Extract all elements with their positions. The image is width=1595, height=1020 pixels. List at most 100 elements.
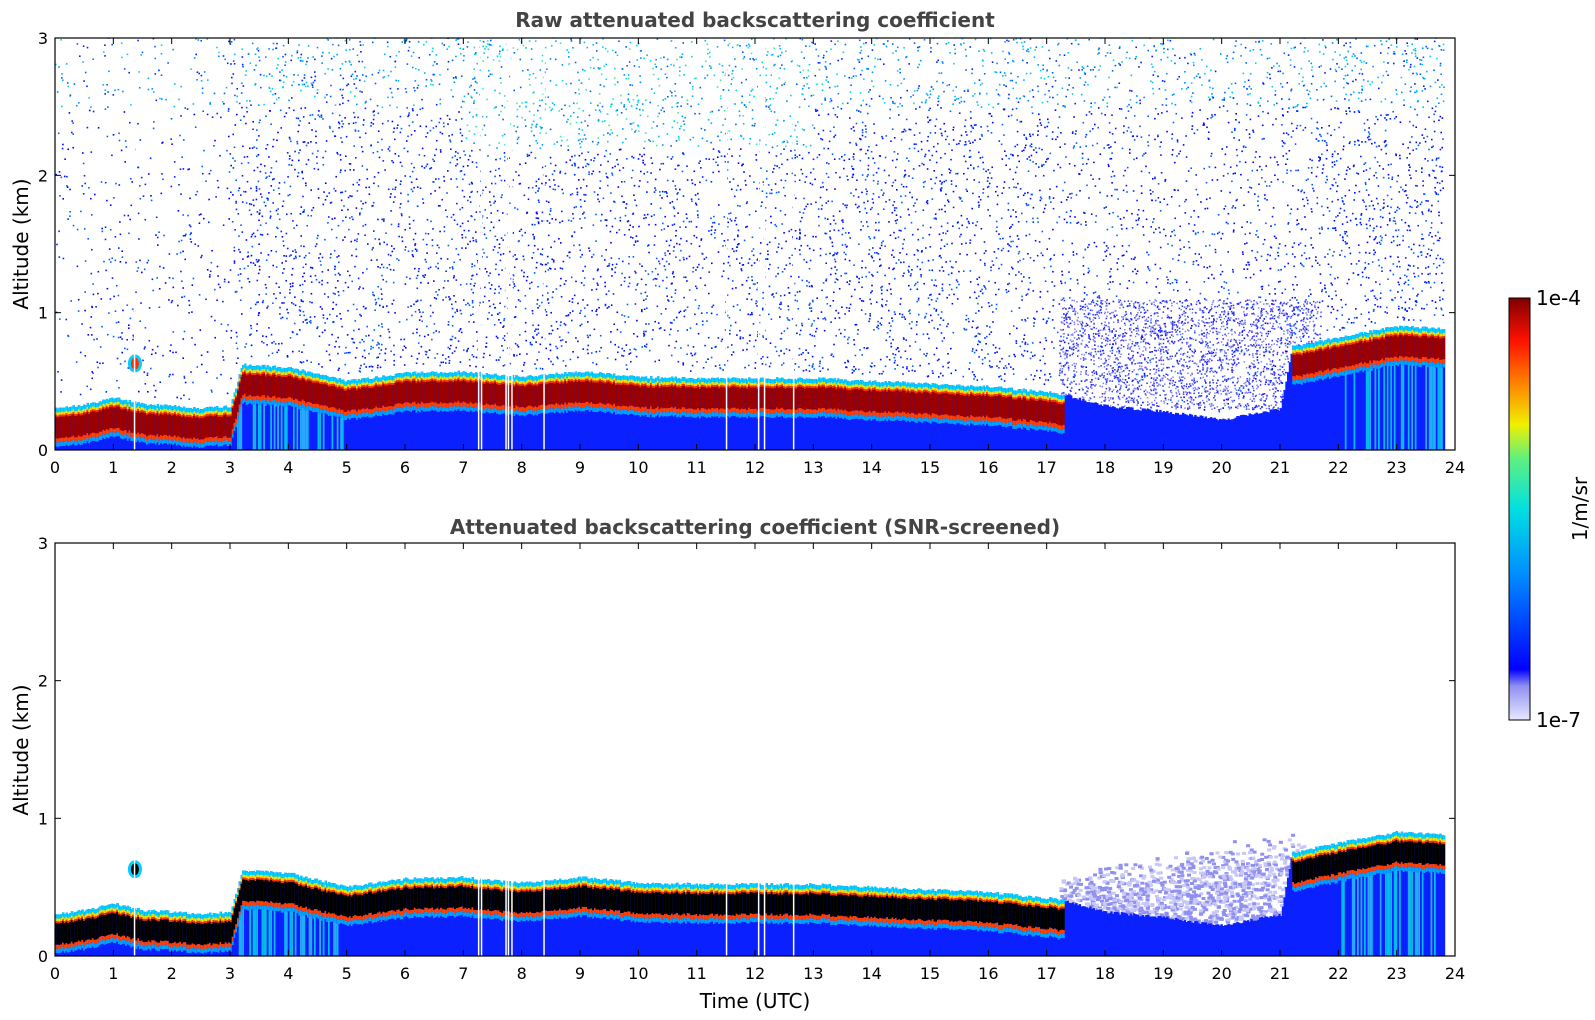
noise-speck bbox=[1427, 100, 1429, 103]
noise-speck bbox=[846, 281, 848, 283]
noise-speck bbox=[1000, 249, 1003, 252]
noise-speck bbox=[879, 258, 881, 261]
noise-speck bbox=[303, 74, 306, 76]
noise-speck bbox=[548, 213, 551, 216]
noise-speck bbox=[638, 225, 640, 228]
noise-speck bbox=[1389, 186, 1392, 188]
noise-speck bbox=[64, 158, 66, 160]
noise-speck bbox=[963, 144, 966, 146]
noise-speck bbox=[1176, 155, 1178, 157]
noise-speck bbox=[1148, 172, 1151, 174]
noise-speck bbox=[662, 99, 664, 101]
noise-speck bbox=[908, 214, 910, 216]
noise-speck bbox=[1369, 138, 1372, 141]
noise-speck bbox=[532, 72, 535, 75]
noise-speck bbox=[1073, 116, 1075, 118]
noise-speck bbox=[484, 134, 487, 136]
noise-speck bbox=[1345, 113, 1348, 115]
noise-speck bbox=[317, 168, 320, 171]
noise-speck bbox=[656, 125, 658, 127]
noise-speck bbox=[1031, 89, 1034, 91]
noise-speck bbox=[213, 92, 216, 95]
noise-speck bbox=[195, 38, 197, 40]
noise-speck bbox=[1322, 168, 1324, 170]
noise-speck bbox=[998, 233, 1000, 235]
noise-speck bbox=[1222, 407, 1224, 409]
noise-speck bbox=[1174, 278, 1176, 281]
noise-speck bbox=[459, 258, 461, 261]
noise-speck bbox=[1189, 52, 1192, 55]
noise-speck bbox=[1027, 170, 1030, 172]
noise-speck bbox=[530, 126, 533, 129]
noise-speck bbox=[975, 124, 977, 126]
noise-speck bbox=[1112, 59, 1115, 62]
noise-speck bbox=[281, 302, 283, 304]
noise-speck bbox=[1163, 80, 1166, 83]
noise-speck bbox=[844, 258, 847, 261]
noise-speck bbox=[1008, 282, 1011, 285]
noise-speck bbox=[1177, 289, 1179, 292]
noise-speck bbox=[1175, 112, 1178, 115]
noise-speck bbox=[393, 344, 395, 347]
noise-speck bbox=[475, 365, 477, 368]
noise-speck bbox=[1179, 150, 1182, 153]
noise-speck bbox=[1287, 133, 1290, 136]
noise-speck bbox=[1148, 134, 1150, 137]
noise-speck bbox=[648, 139, 650, 141]
noise-speck bbox=[498, 359, 500, 361]
noise-speck bbox=[503, 133, 506, 136]
noise-speck bbox=[1189, 383, 1191, 385]
noise-speck bbox=[979, 138, 981, 140]
noise-speck bbox=[300, 299, 303, 301]
noise-speck bbox=[1333, 178, 1336, 180]
noise-speck bbox=[851, 168, 854, 170]
noise-speck bbox=[188, 224, 191, 226]
noise-speck bbox=[1249, 276, 1252, 279]
noise-speck bbox=[694, 299, 697, 301]
noise-speck bbox=[1043, 163, 1045, 166]
noise-speck bbox=[801, 324, 804, 327]
noise-speck bbox=[459, 170, 462, 173]
noise-speck bbox=[443, 230, 446, 233]
noise-speck bbox=[590, 102, 592, 104]
noise-speck bbox=[936, 359, 939, 362]
noise-speck bbox=[958, 283, 960, 286]
noise-speck bbox=[358, 328, 360, 331]
noise-speck bbox=[168, 375, 170, 378]
noise-speck bbox=[773, 132, 776, 134]
noise-speck bbox=[780, 308, 782, 310]
noise-speck bbox=[732, 305, 735, 308]
noise-speck bbox=[304, 107, 307, 109]
noise-speck bbox=[241, 106, 243, 109]
noise-speck bbox=[580, 38, 582, 40]
noise-speck bbox=[244, 346, 246, 348]
noise-speck bbox=[467, 302, 469, 305]
noise-speck bbox=[745, 279, 748, 282]
noise-speck bbox=[1252, 308, 1255, 310]
noise-speck bbox=[603, 85, 605, 88]
noise-speck bbox=[240, 162, 243, 165]
noise-speck bbox=[472, 78, 474, 80]
noise-speck bbox=[1006, 39, 1008, 42]
noise-speck bbox=[1207, 345, 1209, 347]
noise-speck bbox=[1409, 141, 1411, 144]
noise-speck bbox=[475, 211, 478, 213]
noise-speck bbox=[705, 60, 707, 63]
noise-speck bbox=[698, 162, 700, 164]
noise-speck bbox=[498, 53, 501, 55]
noise-speck bbox=[178, 98, 180, 101]
noise-speck bbox=[825, 232, 828, 235]
noise-speck bbox=[241, 231, 244, 233]
noise-speck bbox=[771, 133, 774, 135]
noise-speck bbox=[1063, 181, 1066, 184]
noise-speck bbox=[604, 47, 607, 50]
noise-speck bbox=[214, 139, 216, 142]
noise-speck bbox=[639, 81, 642, 84]
noise-speck bbox=[348, 163, 351, 165]
noise-speck bbox=[899, 102, 901, 105]
noise-speck bbox=[286, 308, 288, 311]
noise-speck bbox=[294, 296, 296, 298]
noise-speck bbox=[132, 338, 134, 341]
noise-speck bbox=[1336, 190, 1338, 193]
noise-speck bbox=[1225, 221, 1228, 224]
